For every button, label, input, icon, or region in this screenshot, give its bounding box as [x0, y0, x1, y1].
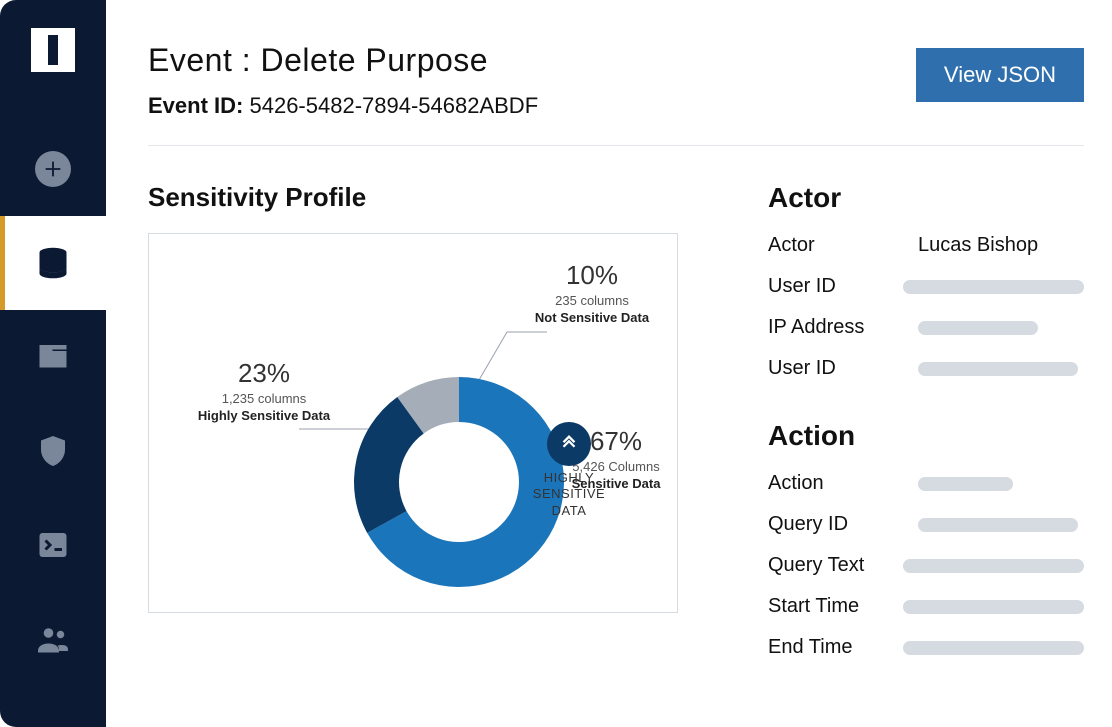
view-json-button[interactable]: View JSON [916, 48, 1084, 102]
database-icon [35, 245, 71, 281]
actor-label: IP Address [768, 316, 918, 339]
sidebar-item-terminal[interactable] [0, 498, 106, 592]
actor-row: User ID [768, 357, 1084, 380]
sidebar-item-users[interactable] [0, 592, 106, 686]
donut-chart: HIGHLYSENSITIVEDATA [459, 372, 679, 597]
action-placeholder [903, 641, 1084, 655]
shield-icon [35, 433, 71, 469]
actor-row: ActorLucas Bishop [768, 234, 1084, 257]
event-id-value: 5426-5482-7894-54682ABDF [249, 93, 538, 118]
actor-placeholder [903, 280, 1084, 294]
actor-placeholder [918, 321, 1038, 335]
folder-icon [35, 339, 71, 375]
action-placeholder [918, 477, 1013, 491]
header-title-block: Event : Delete Purpose Event ID: 5426-54… [148, 42, 538, 119]
sidebar [0, 0, 106, 727]
action-title: Action [768, 420, 1084, 452]
chevron-up-icon [547, 422, 591, 466]
action-row: End Time [768, 636, 1084, 659]
action-placeholder [903, 600, 1084, 614]
terminal-icon [35, 527, 71, 563]
action-label: Action [768, 472, 918, 495]
plus-circle-icon [35, 151, 71, 187]
sidebar-item-database[interactable] [0, 216, 106, 310]
sensitivity-profile-section: Sensitivity Profile 10% 235 columns Not … [148, 182, 708, 677]
actor-label: User ID [768, 357, 918, 380]
action-row: Start Time [768, 595, 1084, 618]
event-id-label: Event ID: [148, 93, 243, 118]
sensitivity-profile-title: Sensitivity Profile [148, 182, 708, 213]
actor-placeholder [918, 362, 1078, 376]
actor-title: Actor [768, 182, 1084, 214]
page-title: Event : Delete Purpose [148, 42, 538, 79]
actor-section: Actor ActorLucas BishopUser IDIP Address… [768, 182, 1084, 380]
users-icon [35, 621, 71, 657]
action-row: Query Text [768, 554, 1084, 577]
app-logo [31, 28, 75, 72]
event-id-line: Event ID: 5426-5482-7894-54682ABDF [148, 93, 538, 119]
action-section: Action Action Query ID Query Text Start Tim… [768, 420, 1084, 659]
action-placeholder [918, 518, 1078, 532]
main-content: Event : Delete Purpose Event ID: 5426-54… [106, 0, 1112, 727]
page-header: Event : Delete Purpose Event ID: 5426-54… [148, 42, 1084, 146]
sidebar-item-folder[interactable] [0, 310, 106, 404]
donut-center-label: HIGHLYSENSITIVEDATA [533, 470, 605, 519]
actor-value: Lucas Bishop [918, 234, 1038, 257]
actor-row: IP Address [768, 316, 1084, 339]
actor-row: User ID [768, 275, 1084, 298]
actor-label: User ID [768, 275, 903, 298]
actor-label: Actor [768, 234, 918, 257]
action-label: Query ID [768, 513, 918, 536]
sidebar-item-add[interactable] [0, 122, 106, 216]
action-label: End Time [768, 636, 903, 659]
action-row: Action [768, 472, 1084, 495]
action-label: Query Text [768, 554, 903, 577]
action-placeholder [903, 559, 1084, 573]
sidebar-item-shield[interactable] [0, 404, 106, 498]
action-label: Start Time [768, 595, 903, 618]
action-row: Query ID [768, 513, 1084, 536]
sensitivity-chart-card: 10% 235 columns Not Sensitive Data 23% 1… [148, 233, 678, 613]
details-panel: Actor ActorLucas BishopUser IDIP Address… [768, 182, 1084, 677]
content: Sensitivity Profile 10% 235 columns Not … [148, 146, 1084, 677]
